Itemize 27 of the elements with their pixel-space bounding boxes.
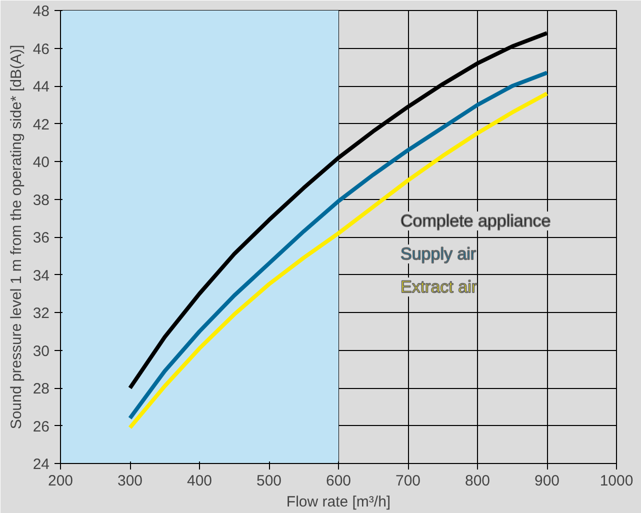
y-tick-label: 44 <box>32 78 50 96</box>
x-tick-label: 800 <box>464 472 490 490</box>
y-tick-label: 26 <box>32 418 50 436</box>
text: Extract air <box>400 278 478 296</box>
y-tick-label: 28 <box>32 380 50 398</box>
y-tick-label: 48 <box>32 3 50 20</box>
x-tick-label: 300 <box>117 472 143 490</box>
y-tick-label: 40 <box>32 154 50 171</box>
x-tick-label: 900 <box>534 472 560 490</box>
x-tick-label: 500 <box>256 472 282 490</box>
y-tick-label: 36 <box>32 230 50 246</box>
y-tick-label: 46 <box>32 40 50 58</box>
y-tick-label: 24 <box>32 456 50 473</box>
x-tick-label: 1000 <box>600 472 634 490</box>
text: Supply air <box>400 244 476 264</box>
y-tick-label: 30 <box>32 342 50 360</box>
x-tick-label: 700 <box>395 472 421 490</box>
y-tick-label: 34 <box>32 267 50 284</box>
x-tick-label: 600 <box>326 472 352 490</box>
x-tick-label: 400 <box>186 472 212 490</box>
x-tick-label: 200 <box>48 472 74 490</box>
text: Complete appliance <box>400 212 551 230</box>
x-axis-title: Flow rate [m³/h] <box>286 494 391 510</box>
y-tick-label: 32 <box>32 305 50 322</box>
y-tick-label: 42 <box>32 116 50 134</box>
y-axis-title: Sound pressure level 1 m from the operating side* [dB(A)] <box>8 44 25 430</box>
y-tick-label: 38 <box>32 192 50 209</box>
